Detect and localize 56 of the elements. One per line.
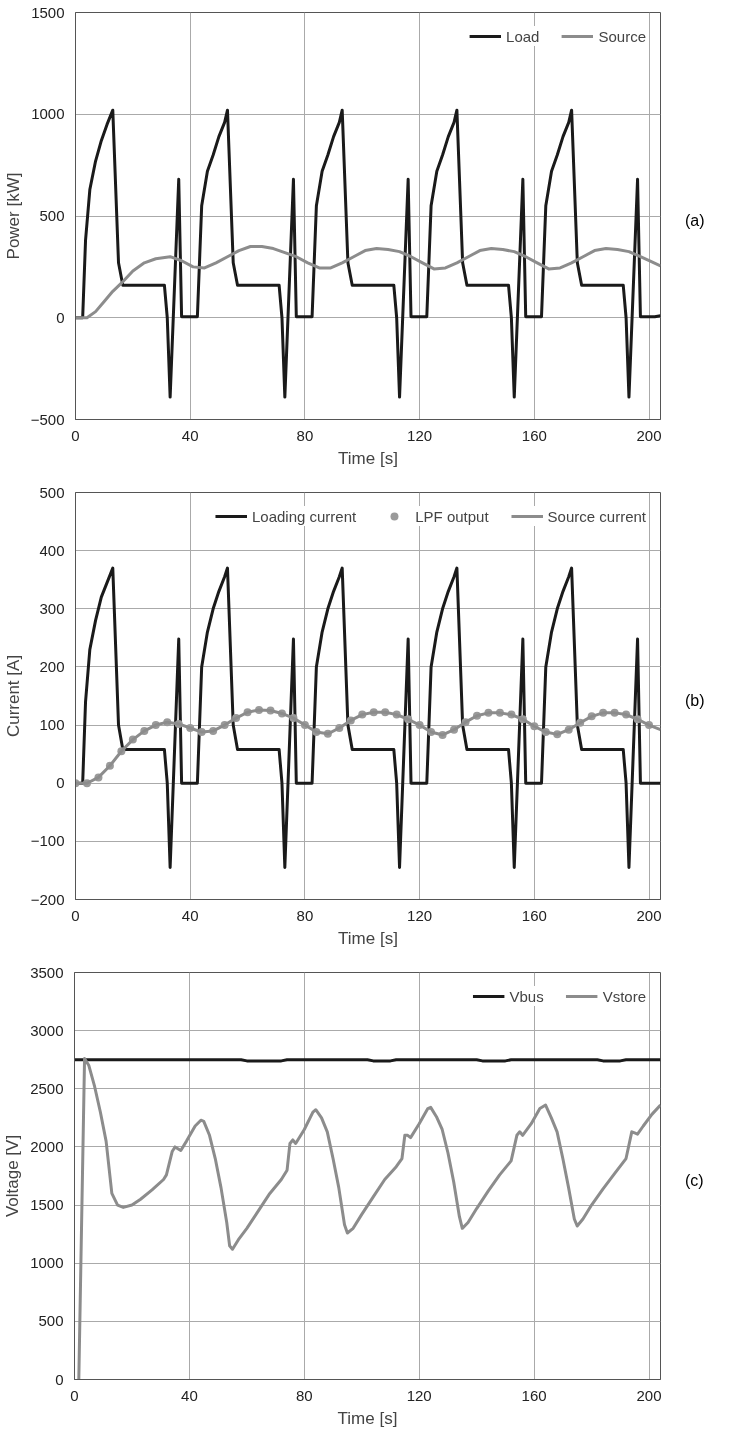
y-tick-label: −500 <box>30 410 65 428</box>
text: (b) <box>685 691 705 711</box>
x-tick-label: 200 <box>636 906 662 924</box>
y-tick-label: 500 <box>39 207 65 224</box>
y-axis-title: Voltage [V] <box>3 1134 23 1218</box>
x-tick-label: 120 <box>407 906 433 924</box>
x-axis-title: Time [s] <box>337 1408 398 1428</box>
y-axis-title: Current [A] <box>3 654 23 738</box>
y-tick-label: 400 <box>39 541 65 559</box>
x-tick-label: 40 <box>181 906 199 924</box>
y-tick-label: 1000 <box>31 105 65 123</box>
x-tick-label: 0 <box>71 426 80 444</box>
x-tick-label: 80 <box>295 1386 313 1404</box>
y-tick-label: 3000 <box>30 1021 64 1039</box>
x-tick-label: 200 <box>636 426 662 444</box>
x-tick-label: 120 <box>406 1386 432 1404</box>
line-series <box>75 245 661 320</box>
legend-label: Load <box>506 27 540 45</box>
y-tick-label: 500 <box>39 483 65 501</box>
x-tick-label: 0 <box>70 1386 79 1404</box>
legend-label: Vstore <box>602 987 646 1005</box>
x-tick-label: 200 <box>636 1386 662 1404</box>
y-tick-label: 1000 <box>30 1254 64 1272</box>
y-tick-label: 100 <box>39 716 65 734</box>
y-tick-label: 200 <box>39 657 65 675</box>
y-tick-label: 0 <box>56 774 65 792</box>
x-tick-label: 120 <box>407 426 433 444</box>
y-tick-label: 1500 <box>31 3 65 21</box>
text: (a) <box>685 211 705 231</box>
y-tick-label: −100 <box>30 832 65 850</box>
legend-label: Source <box>598 27 646 45</box>
x-tick-label: 80 <box>296 426 314 444</box>
y-tick-label: 2500 <box>30 1079 64 1097</box>
x-tick-label: 160 <box>521 426 547 444</box>
y-axis-title: Power [kW] <box>3 172 23 260</box>
y-tick-label: 0 <box>56 308 65 326</box>
y-tick-label: 500 <box>38 1312 64 1330</box>
legend-label: Loading current <box>251 507 357 525</box>
legend-label: LPF output <box>415 507 489 525</box>
x-tick-label: 40 <box>181 1386 198 1404</box>
legend-label: Vbus <box>509 987 544 1005</box>
x-tick-label: 160 <box>521 1386 547 1404</box>
x-tick-label: 80 <box>296 906 314 924</box>
y-tick-label: 3500 <box>30 963 64 981</box>
x-axis-title: Time [s] <box>338 448 398 468</box>
y-tick-label: 2000 <box>30 1137 64 1155</box>
x-tick-label: 40 <box>181 426 199 444</box>
legend-label: Source current <box>547 507 646 525</box>
text: (c) <box>685 1171 704 1191</box>
y-tick-label: −200 <box>30 890 65 908</box>
y-tick-label: 1500 <box>30 1196 64 1214</box>
x-tick-label: 160 <box>521 906 547 924</box>
y-tick-label: 300 <box>39 599 65 617</box>
x-tick-label: 0 <box>71 906 80 924</box>
x-axis-title: Time [s] <box>338 928 398 948</box>
y-tick-label: 0 <box>55 1370 64 1388</box>
